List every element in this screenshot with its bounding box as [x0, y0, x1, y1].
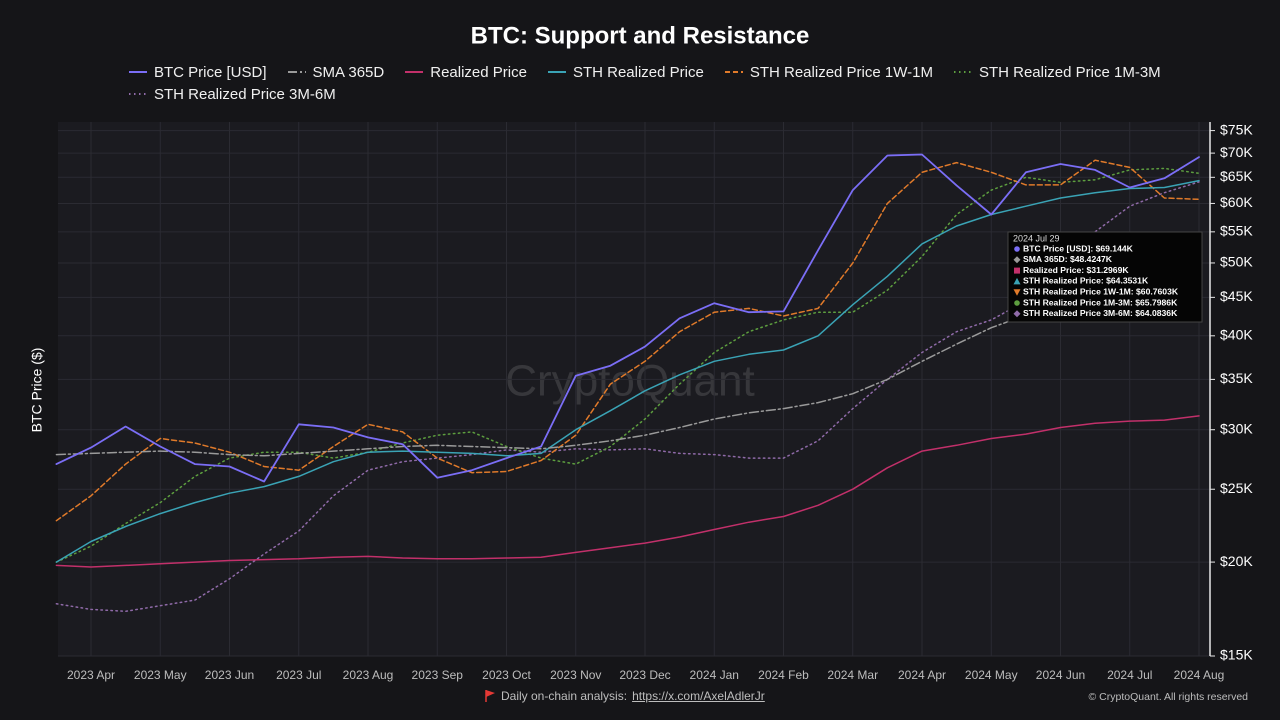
- x-tick-label: 2023 Nov: [550, 668, 601, 682]
- legend-item: STH Realized Price 3M-6M: [128, 84, 336, 104]
- x-tick-label: 2024 Mar: [827, 668, 878, 682]
- x-tick-label: 2024 Jan: [690, 668, 739, 682]
- tooltip-marker: [1013, 310, 1021, 318]
- x-tick-label: 2024 Aug: [1174, 668, 1225, 682]
- y-axis-label: BTC Price ($): [29, 348, 45, 433]
- tooltip-item: BTC Price [USD]: $69.144K: [1023, 243, 1134, 253]
- legend-swatch: [287, 71, 306, 73]
- legend-swatch: [547, 71, 566, 73]
- series-line: [55, 159, 1200, 522]
- x-tick-label: 2023 Jun: [205, 668, 254, 682]
- x-tick-label: 2023 Oct: [482, 668, 531, 682]
- legend-label: SMA 365D: [312, 63, 385, 81]
- legend-item: STH Realized Price 1M-3M: [953, 62, 1161, 82]
- y-tick-label: $35K: [1220, 370, 1253, 386]
- tooltip: 2024 Jul 29 BTC Price [USD]: $69.144KSMA…: [1007, 231, 1203, 323]
- footer-text: Daily on-chain analysis:: [501, 689, 628, 703]
- y-tick-label: $50K: [1220, 254, 1253, 270]
- series-line: [55, 415, 1200, 568]
- tooltip-marker: [1013, 256, 1021, 264]
- flag-icon: [485, 690, 495, 702]
- legend-item: SMA 365D: [287, 62, 385, 82]
- y-tick-label: $75K: [1220, 121, 1253, 137]
- y-tick-label: $20K: [1220, 553, 1253, 569]
- legend-label: Realized Price: [430, 63, 527, 81]
- x-tick-label: 2024 Jun: [1036, 668, 1085, 682]
- tooltip-item: STH Realized Price 1W-1M: $60.7603K: [1023, 286, 1179, 296]
- tooltip-item: STH Realized Price: $64.3531K: [1023, 276, 1149, 286]
- copyright: © CryptoQuant. All rights reserved: [1088, 691, 1248, 703]
- legend-swatch: [724, 71, 743, 73]
- x-tick-label: 2023 Jul: [276, 668, 321, 682]
- y-tick-label: $70K: [1220, 144, 1253, 160]
- series-line: [55, 179, 1200, 563]
- tooltip-marker: [1013, 289, 1021, 296]
- x-tick-label: 2023 Dec: [619, 668, 670, 682]
- tooltip-item: STH Realized Price 1M-3M: $65.7986K: [1023, 297, 1178, 307]
- legend-swatch: [129, 93, 147, 95]
- x-tick-label: 2023 May: [134, 668, 187, 682]
- footer: Daily on-chain analysis: https://x.com/A…: [484, 689, 765, 703]
- tooltip-item: Realized Price: $31.2969K: [1023, 265, 1129, 275]
- tooltip-marker: [1014, 267, 1020, 274]
- y-tick-label: $25K: [1220, 480, 1253, 496]
- tooltip-marker: [1013, 277, 1021, 285]
- plot-area: [58, 122, 1210, 656]
- legend-label: STH Realized Price 1W-1M: [749, 63, 933, 81]
- legend-swatch: [953, 71, 972, 73]
- x-tick-label: 2024 Feb: [758, 668, 809, 682]
- x-tick-label: 2023 Sep: [412, 668, 464, 682]
- tooltip-marker: [1014, 246, 1020, 252]
- tooltip-item: STH Realized Price 3M-6M: $64.0836K: [1023, 308, 1178, 318]
- tooltip-date: 2024 Jul 29: [1013, 233, 1060, 243]
- x-tick-label: 2024 Apr: [898, 668, 946, 682]
- legend-swatch: [405, 71, 424, 73]
- y-tick-label: $30K: [1220, 420, 1253, 436]
- y-tick-label: $55K: [1220, 223, 1253, 239]
- legend-swatch: [129, 71, 147, 73]
- legend: BTC Price [USD] SMA 365D Realized Price STH…: [128, 62, 1168, 104]
- legend-label: STH Realized Price 1M-3M: [978, 63, 1161, 81]
- y-tick-label: $15K: [1220, 647, 1253, 663]
- legend-label: BTC Price [USD]: [154, 63, 267, 81]
- legend-label: STH Realized Price: [572, 63, 704, 81]
- y-tick-label: $60K: [1220, 194, 1253, 210]
- y-tick-label: $65K: [1220, 168, 1253, 184]
- x-tick-label: 2024 Jul: [1107, 668, 1152, 682]
- series-line: [55, 153, 1200, 483]
- watermark: CryptoQuant: [505, 357, 754, 406]
- legend-item: BTC Price [USD]: [128, 62, 267, 82]
- tooltip-marker: [1014, 300, 1020, 306]
- legend-label: STH Realized Price 3M-6M: [154, 85, 336, 103]
- x-tick-label: 2023 Aug: [343, 668, 394, 682]
- x-tick-label: 2023 Apr: [67, 668, 115, 682]
- y-tick-label: $40K: [1220, 327, 1253, 343]
- tooltip-item: SMA 365D: $48.4247K: [1023, 254, 1113, 264]
- tooltip-box: [1007, 231, 1203, 323]
- y-tick-label: $45K: [1220, 288, 1253, 304]
- legend-item: Realized Price: [404, 62, 527, 82]
- chart-title: BTC: Support and Resistance: [471, 22, 810, 49]
- x-tick-label: 2024 May: [965, 668, 1018, 682]
- footer-link[interactable]: https://x.com/AxelAdlerJr: [632, 689, 765, 703]
- legend-item: STH Realized Price 1W-1M: [724, 62, 933, 82]
- legend-item: STH Realized Price: [547, 62, 704, 82]
